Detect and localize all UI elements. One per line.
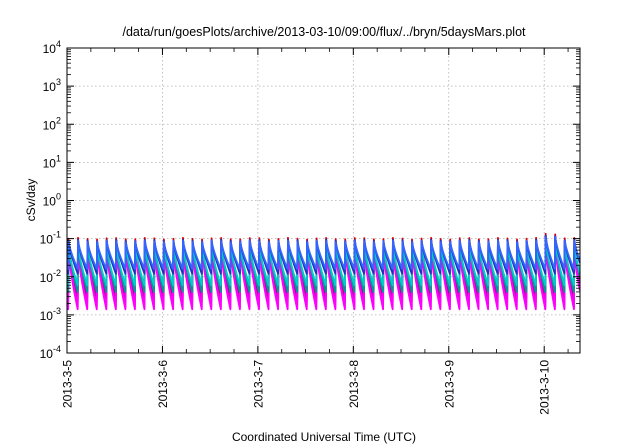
- x-tick-label: 2013-3-9: [442, 360, 456, 408]
- series-layer: [66, 232, 581, 311]
- x-tick-label: 2013-3-5: [61, 360, 75, 408]
- y-tick-label: 104: [43, 39, 61, 56]
- y-axis-label: cSv/day: [24, 179, 38, 222]
- axis-ticks: [66, 47, 580, 354]
- y-axis-tick-labels: 10-4 10-3 10-2 10-1 100 101 102 103 104: [40, 39, 61, 361]
- y-tick-label: 10-2: [40, 268, 61, 285]
- y-tick-label: 103: [43, 77, 61, 94]
- x-axis-label: Coordinated Universal Time (UTC): [232, 430, 416, 444]
- x-tick-label: 2013-3-8: [347, 360, 361, 408]
- x-tick-label: 2013-3-10: [538, 360, 552, 415]
- series-line: [66, 235, 581, 303]
- y-tick-label: 10-4: [40, 344, 61, 361]
- x-axis-tick-labels: 2013-3-5 2013-3-6 2013-3-7 2013-3-8 2013-3-9…: [61, 360, 552, 415]
- y-tick-label: 102: [43, 115, 61, 132]
- x-tick-label: 2013-3-7: [251, 360, 265, 408]
- y-tick-label: 100: [43, 192, 61, 209]
- y-tick-label: 101: [43, 153, 61, 170]
- series-line: [66, 234, 581, 275]
- series-line: [66, 237, 581, 293]
- series-line: [66, 243, 581, 311]
- chart-title: /data/run/goesPlots/archive/2013-03-10/0…: [122, 25, 526, 39]
- y-tick-label: 10-1: [40, 230, 61, 247]
- x-tick-label: 2013-3-6: [156, 360, 170, 408]
- series-line: [66, 235, 581, 270]
- y-tick-label: 10-3: [40, 306, 61, 323]
- series-line: [66, 239, 581, 287]
